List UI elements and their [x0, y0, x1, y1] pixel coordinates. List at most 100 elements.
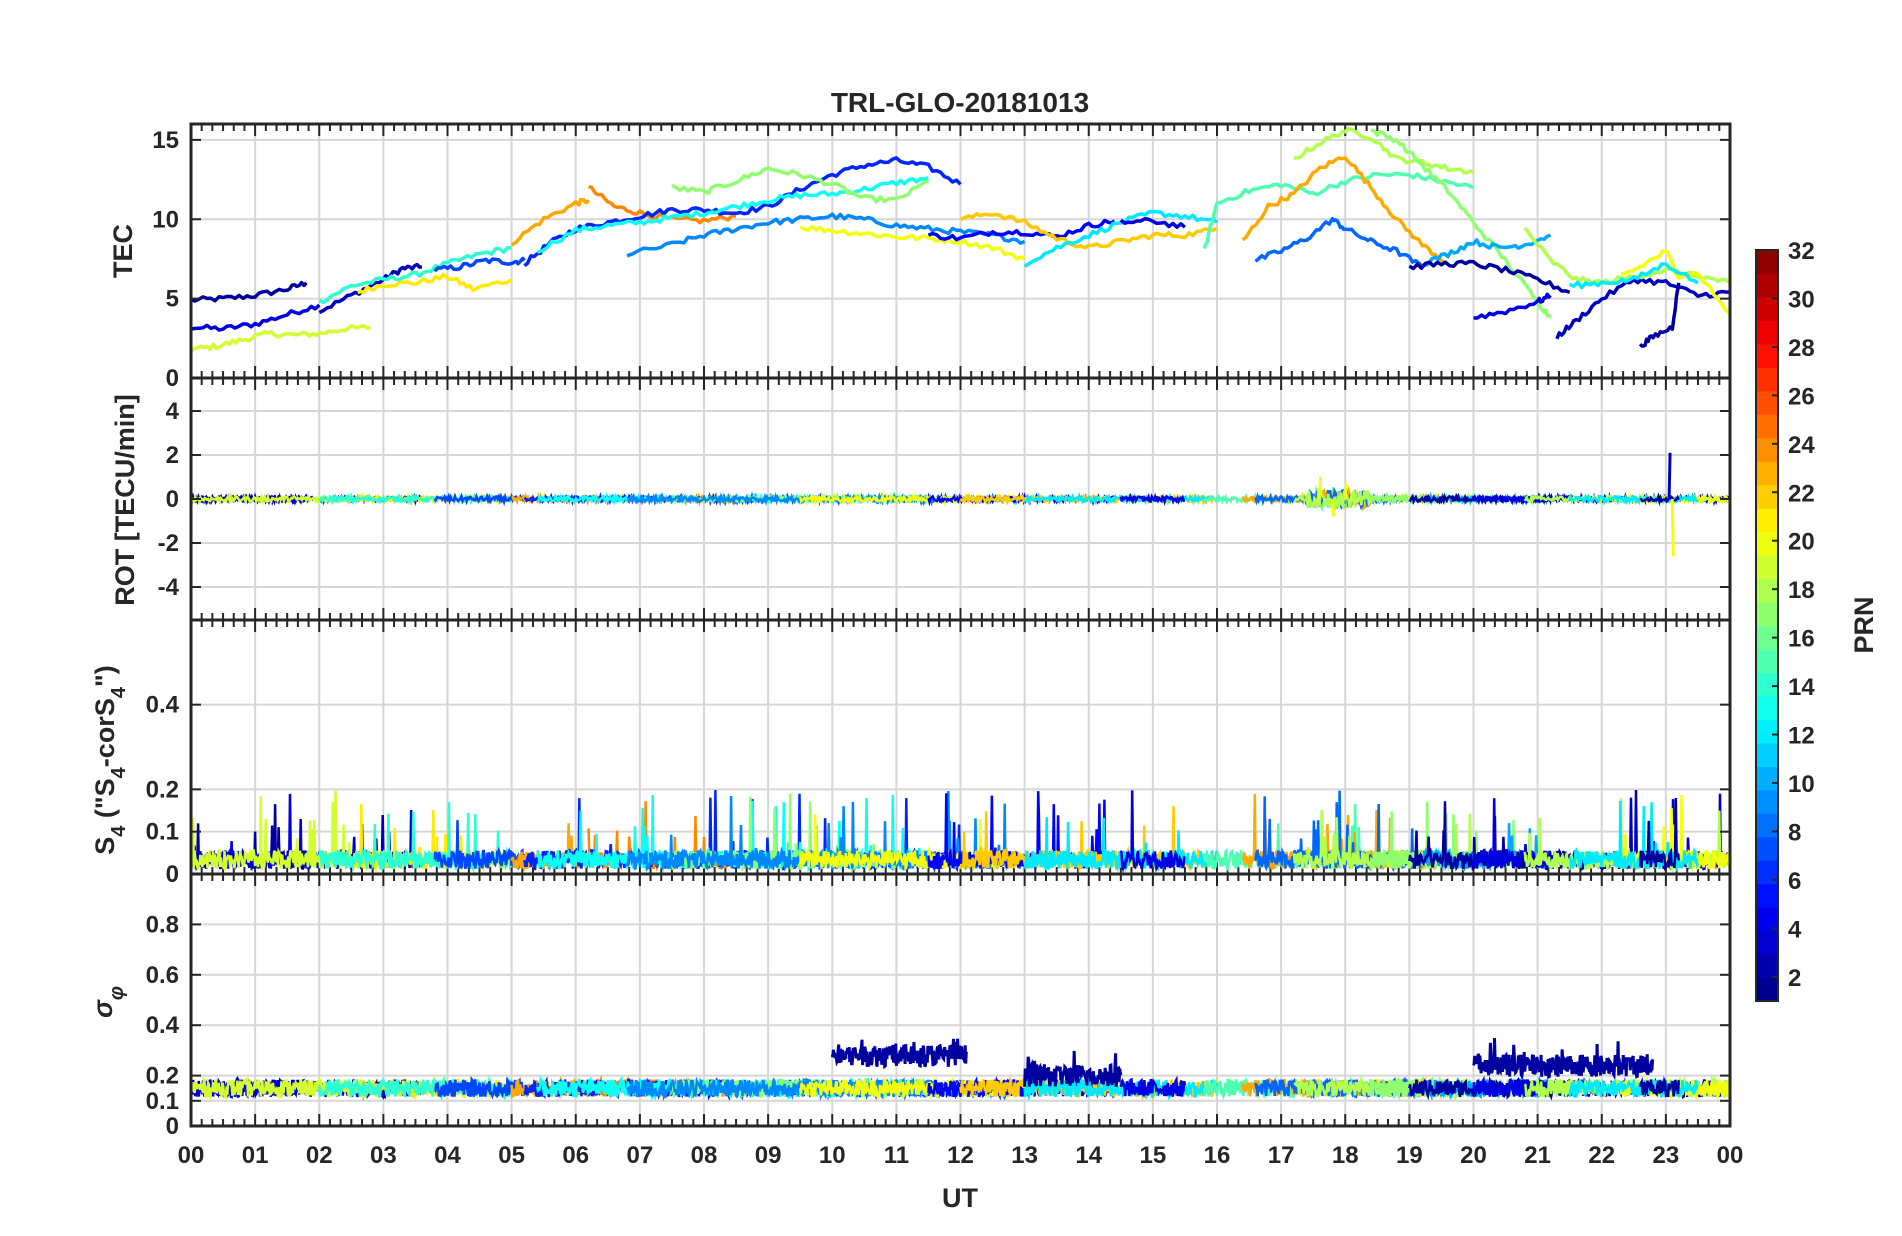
rot-series-line-prn-12	[1023, 492, 1218, 507]
s4-y-ticks: 0 0.1 0.2 0.4	[146, 692, 1730, 888]
colorbar-swatch	[1756, 625, 1778, 650]
tec-series-line-prn-13	[536, 176, 929, 254]
tec-series-line-prn-12	[1023, 209, 1219, 268]
colorbar-swatch	[1756, 930, 1778, 955]
x-tick-label: 16	[1204, 1142, 1231, 1169]
y-tick-label: -4	[158, 574, 180, 601]
colorbar-tick-label: 30	[1788, 286, 1815, 313]
colorbar-tick-label: 26	[1788, 383, 1815, 410]
y-tick-label: 15	[152, 127, 179, 154]
colorbar-swatch	[1756, 273, 1778, 298]
sigma-grid	[190, 874, 1731, 1127]
tec-series-line-prn-18	[1294, 126, 1474, 175]
x-tick-label: 23	[1653, 1142, 1680, 1169]
x-tick-label: 18	[1332, 1142, 1359, 1169]
sigma-y-ticks: 00.10.2 0.4 0.6 0.8	[146, 911, 1730, 1140]
sigma-axes-box	[189, 872, 1732, 1128]
colorbar-tick-label: 8	[1788, 819, 1801, 846]
tec-series-line-prn-3	[1555, 277, 1731, 340]
y-tick-label: 0	[166, 1113, 179, 1140]
colorbar-tick-label: 20	[1788, 529, 1815, 556]
tec-series-line-prn-4	[1473, 292, 1552, 320]
colorbar-swatch	[1756, 813, 1778, 838]
y-tick-label: 0.4	[146, 1012, 180, 1039]
sigma-series-line-prn-2	[1638, 1076, 1680, 1098]
x-tick-label: 13	[1011, 1142, 1038, 1169]
colorbar-tick-label: 18	[1788, 577, 1815, 604]
y-tick-label: 0.1	[146, 819, 179, 846]
rot-series	[189, 452, 1732, 557]
y-tick-label: -2	[158, 530, 179, 557]
x-tick-label: 12	[947, 1142, 974, 1169]
x-tick-label: 10	[819, 1142, 846, 1169]
colorbar-swatch	[1756, 719, 1778, 744]
colorbar-tick-label: 4	[1788, 916, 1802, 943]
colorbar-tick-label: 2	[1788, 965, 1801, 992]
s4-series-line-prn-14	[318, 801, 513, 873]
tec-series-line-prn-4	[190, 303, 321, 332]
rot-series-line-prn-22	[959, 492, 1218, 507]
rot-y-ticks: -4 -2 0 2 4	[158, 398, 1730, 601]
colorbar-tick-label: 10	[1788, 771, 1815, 798]
tec-series-line-prn-22	[959, 211, 1218, 250]
tec-series-line-prn-17	[1370, 128, 1552, 319]
chart-title: TRL-GLO-20181013	[831, 87, 1089, 118]
sigma-series-line-prn-18	[1293, 1074, 1475, 1100]
tec-series-line-prn-19	[189, 324, 372, 353]
colorbar-tick-label: 28	[1788, 335, 1815, 362]
rot-series-line-prn-12	[1568, 492, 1699, 507]
y-tick-label: 2	[166, 442, 179, 469]
colorbar-tick-label: 14	[1788, 674, 1815, 701]
s4-series-line-prn-19	[190, 790, 372, 872]
rot-ylabel: ROT [TECU/min]	[110, 394, 140, 605]
colorbar-swatch	[1756, 555, 1778, 580]
colorbar-tick-label: 22	[1788, 480, 1815, 507]
x-tick-label: 02	[306, 1142, 333, 1169]
tec-series-line-prn-14	[318, 246, 512, 305]
tec-series-line-prn-23	[1241, 156, 1449, 266]
colorbar-swatch	[1756, 437, 1778, 462]
colorbar-label: PRN	[1849, 596, 1879, 653]
tec-series-line-prn-10	[1422, 233, 1552, 268]
sigma-series-line-prn-21	[356, 1075, 513, 1100]
x-tick-labels: 00 01 02 03 04 05 06 07 08 09 10 11 12 13 14 15 16 17 18 19…	[178, 1142, 1744, 1169]
y-tick-label: 0.1	[146, 1088, 179, 1115]
sigma-high-series-line	[1472, 1038, 1655, 1081]
tec-series-line-prn-6	[523, 156, 962, 268]
rot-spike	[1670, 498, 1675, 557]
x-tick-label: 15	[1140, 1142, 1167, 1169]
colorbar-swatch	[1756, 296, 1778, 322]
tec-series-line-prn-15	[1202, 171, 1475, 250]
s4-series	[189, 789, 1732, 874]
y-tick-label: 0	[166, 365, 179, 392]
s4-ylabel: S4 ("S4-corS4")	[90, 665, 130, 855]
y-tick-label: 10	[152, 206, 179, 233]
sigma-series-line-prn-7	[434, 1075, 525, 1100]
sigma-ylabel: σφ	[88, 986, 128, 1018]
tec-series-line-prn-20	[799, 224, 1026, 261]
x-tick-label: 07	[627, 1142, 654, 1169]
x-tick-label: 11	[884, 1142, 909, 1169]
x-tick-label: 00	[178, 1142, 205, 1169]
colorbar-swatch	[1756, 343, 1778, 368]
x-tick-label: 00	[1717, 1142, 1744, 1169]
tec-series-line-prn-20	[1620, 249, 1732, 316]
x-tick-label: 04	[434, 1142, 461, 1169]
rot-series-line-prn-20	[798, 491, 1026, 507]
colorbar-swatch	[1756, 320, 1778, 345]
x-tick-label: 14	[1075, 1142, 1102, 1169]
tec-series-line-prn-24	[588, 184, 737, 225]
x-tick-label: 21	[1524, 1142, 1551, 1169]
s4-series-line-prn-4	[1119, 790, 1186, 874]
colorbar-tick-label: 12	[1788, 723, 1815, 750]
sigma-high-series-line	[830, 1038, 969, 1070]
tec-series-line-prn-7	[433, 256, 526, 273]
s4-panel: 0 0.1 0.2 0.4 S4 ("S4-corS4")	[90, 618, 1732, 888]
colorbar-swatch	[1756, 602, 1778, 627]
colorbar-swatch	[1756, 977, 1778, 1002]
rot-series-line-prn-7	[433, 492, 526, 507]
y-tick-label: 0.4	[146, 692, 180, 719]
rot-spike	[1330, 498, 1335, 517]
colorbar-swatch	[1756, 954, 1778, 979]
